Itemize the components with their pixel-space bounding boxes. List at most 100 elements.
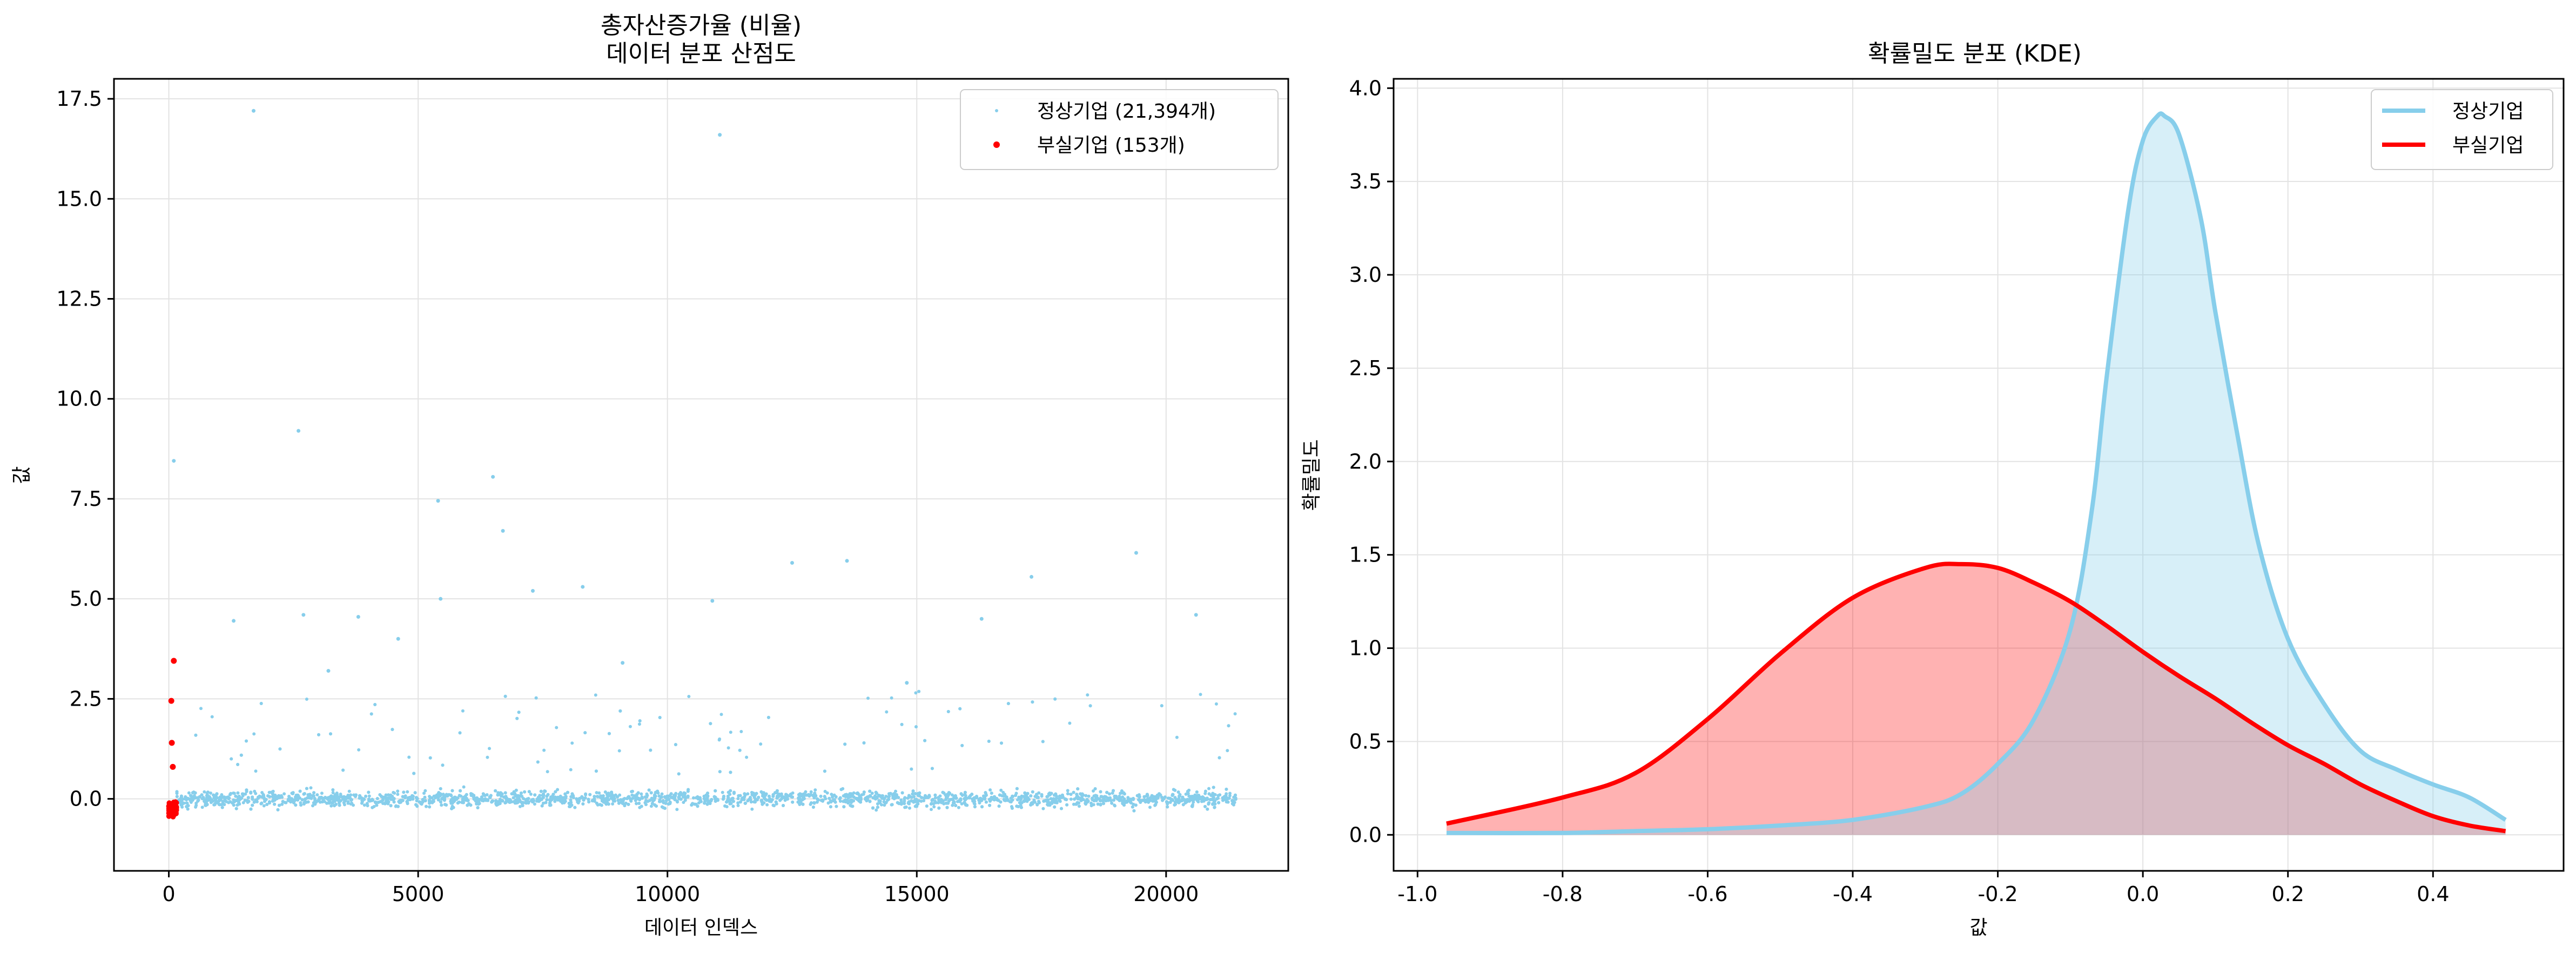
distressed-company-outlier-point: [169, 740, 175, 746]
normal-company-point: [474, 799, 477, 803]
normal-company-point: [488, 796, 492, 800]
normal-company-outlier-point: [301, 613, 306, 617]
normal-company-point: [360, 799, 364, 802]
normal-company-point: [294, 794, 298, 797]
normal-company-point: [627, 802, 630, 806]
normal-company-point: [897, 802, 901, 806]
normal-company-point: [230, 757, 233, 761]
normal-company-point: [329, 804, 333, 808]
normal-company-point: [904, 805, 908, 809]
normal-company-point: [1234, 793, 1237, 797]
normal-company-point: [187, 791, 191, 795]
normal-company-point: [1051, 798, 1054, 802]
normal-company-point: [247, 800, 251, 803]
normal-company-point: [1086, 693, 1089, 697]
normal-company-point: [1019, 806, 1023, 809]
normal-company-point: [587, 797, 590, 801]
normal-company-point: [439, 787, 442, 790]
normal-company-point: [463, 794, 467, 798]
normal-company-point: [743, 801, 747, 805]
normal-company-point: [515, 716, 519, 720]
normal-company-point: [1191, 795, 1194, 798]
normal-company-point: [1084, 802, 1088, 806]
normal-company-point: [1168, 801, 1172, 804]
normal-company-point: [768, 797, 772, 801]
normal-company-point: [548, 801, 551, 805]
normal-company-point: [185, 801, 189, 805]
normal-company-point: [707, 799, 710, 803]
normal-company-point: [914, 725, 918, 729]
normal-company-point: [1154, 803, 1158, 807]
normal-company-point: [802, 795, 805, 799]
normal-company-point: [596, 795, 600, 799]
normal-company-point: [1203, 804, 1207, 808]
normal-company-point: [510, 792, 514, 796]
scatter-y-tick-label: 5.0: [70, 587, 102, 611]
normal-company-point: [980, 805, 984, 809]
normal-company-point: [823, 769, 826, 773]
normal-company-point: [647, 788, 651, 792]
normal-company-point: [245, 739, 248, 743]
normal-company-point: [815, 800, 819, 804]
normal-company-point: [335, 793, 339, 796]
normal-company-point: [234, 794, 238, 798]
normal-company-point: [1036, 795, 1040, 799]
normal-company-point: [1031, 700, 1034, 704]
normal-company-point: [1132, 797, 1135, 800]
normal-company-point: [1226, 749, 1229, 753]
normal-company-point: [868, 794, 872, 797]
normal-company-point: [664, 799, 668, 802]
normal-company-point: [381, 799, 385, 802]
normal-company-point: [519, 800, 522, 803]
kde-line-normal: [1446, 111, 2507, 836]
normal-company-point: [756, 798, 759, 802]
normal-company-point: [1176, 790, 1180, 794]
normal-company-point: [1060, 807, 1063, 810]
normal-company-point: [618, 709, 622, 713]
normal-company-point: [1108, 792, 1111, 796]
normal-company-point: [988, 788, 992, 792]
normal-company-point: [238, 798, 241, 802]
normal-company-point: [963, 796, 967, 800]
normal-company-point: [637, 722, 641, 726]
normal-company-point: [434, 796, 438, 800]
normal-company-point: [767, 794, 771, 798]
normal-company-point: [199, 707, 203, 711]
normal-company-point: [736, 797, 740, 801]
normal-company-point: [849, 792, 853, 796]
normal-company-point: [691, 796, 695, 800]
normal-company-point: [783, 799, 787, 802]
scatter-legend-box: [960, 89, 1279, 170]
normal-company-point: [1186, 791, 1189, 795]
normal-company-point: [556, 788, 560, 791]
normal-company-point: [743, 792, 746, 796]
normal-company-point: [862, 741, 866, 745]
scatter-points: [166, 109, 1237, 820]
normal-company-point: [1003, 793, 1006, 796]
normal-company-point: [845, 793, 849, 796]
normal-company-point: [809, 801, 813, 805]
normal-company-point: [283, 792, 286, 796]
distressed-company-outlier-point: [170, 763, 176, 770]
normal-company-point: [1065, 803, 1069, 807]
normal-company-point: [1218, 756, 1221, 760]
normal-company-point: [1205, 797, 1208, 801]
normal-company-point: [915, 804, 919, 808]
normal-company-point: [607, 732, 611, 735]
normal-company-point: [925, 796, 929, 800]
normal-company-point: [714, 789, 717, 793]
normal-company-point: [484, 799, 488, 802]
kde-y-ticks: 0.0 0.5 1.0 1.5 2.0 2.5 3.0 3.5 4.0: [1349, 76, 1394, 847]
normal-company-point: [791, 800, 795, 804]
normal-company-point: [371, 806, 374, 809]
normal-company-point: [1074, 802, 1078, 806]
normal-company-point: [611, 802, 615, 806]
normal-company-point: [1084, 800, 1087, 803]
normal-company-point: [200, 797, 204, 801]
normal-company-point: [1199, 693, 1202, 696]
normal-company-point: [533, 793, 537, 797]
normal-company-point: [516, 801, 520, 804]
normal-company-point: [1137, 795, 1141, 798]
distressed-company-point: [173, 808, 179, 814]
normal-company-point: [972, 796, 976, 800]
